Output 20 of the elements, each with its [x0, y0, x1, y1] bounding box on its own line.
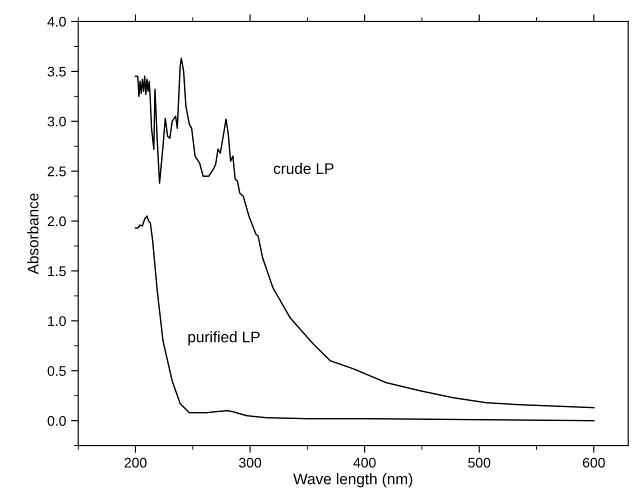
y-tick-label: 0.5 [48, 366, 66, 376]
x-tick-label: 500 [468, 458, 490, 468]
series-label: purified LP [188, 331, 260, 346]
y-tick-label: 1.0 [48, 316, 66, 326]
y-tick-label: 1.5 [48, 266, 66, 276]
x-tick-label: 400 [353, 458, 376, 468]
y-tick-label: 2.5 [48, 166, 66, 176]
y-tick-label: 3.5 [48, 66, 66, 77]
y-tick-label: 0.0 [48, 416, 66, 426]
x-tick-label: 200 [124, 458, 147, 468]
line-series [134, 215, 594, 422]
y-tick-label: 2.0 [48, 216, 66, 226]
y-axis-title: Absorbance [27, 193, 39, 274]
x-tick-label: 600 [582, 458, 605, 468]
text: crude LP [274, 162, 334, 174]
line-series [134, 58, 594, 408]
y-tick-label: 3.0 [48, 116, 66, 126]
x-tick-label: 300 [239, 458, 262, 468]
y-tick-label: 4.0 [47, 16, 66, 27]
x-axis-title: Wave length (nm) [293, 473, 412, 488]
